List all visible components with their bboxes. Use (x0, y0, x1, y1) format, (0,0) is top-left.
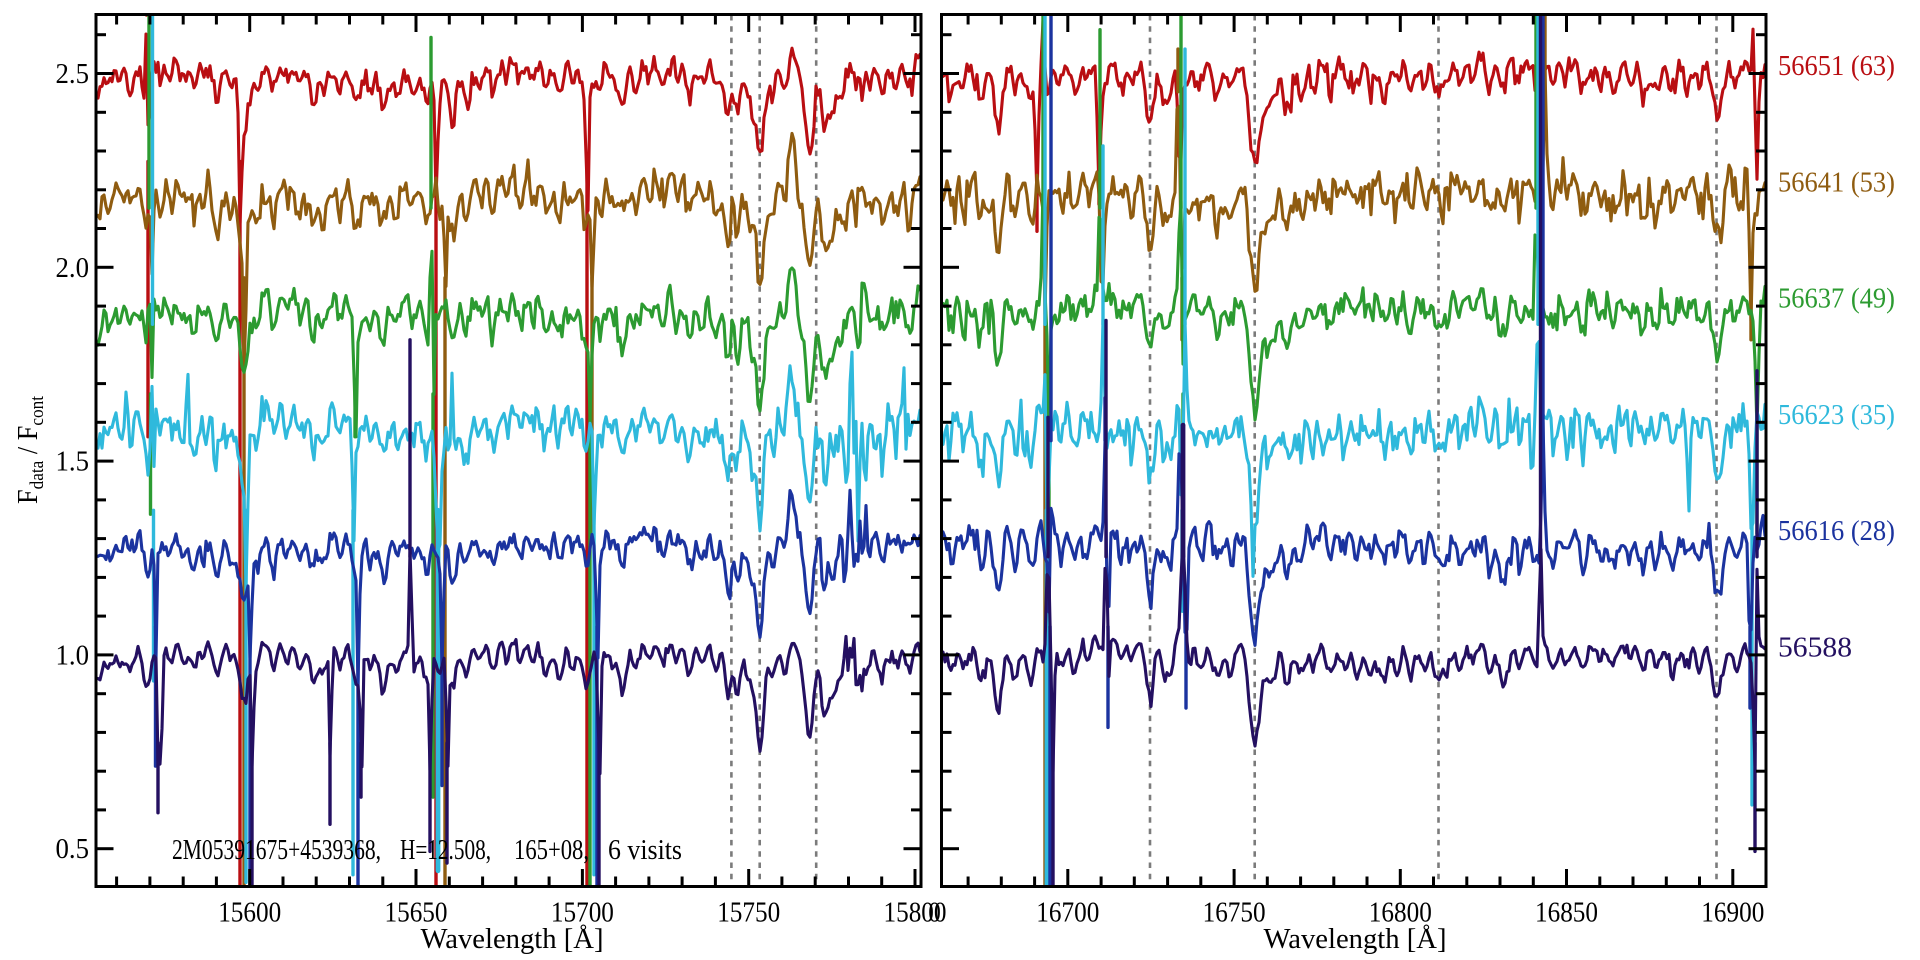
svg-text:56637 (49): 56637 (49) (1778, 283, 1895, 315)
svg-text:15800: 15800 (884, 898, 947, 929)
svg-text:2.0: 2.0 (56, 253, 90, 284)
svg-text:56623 (35): 56623 (35) (1778, 399, 1895, 431)
svg-text:56641 (53): 56641 (53) (1778, 166, 1895, 198)
svg-text:1.5: 1.5 (56, 447, 90, 478)
svg-text:15650: 15650 (385, 898, 448, 929)
svg-text:15600: 15600 (218, 898, 281, 929)
svg-text:1.0: 1.0 (56, 640, 90, 671)
svg-text:165+08,: 165+08, (514, 835, 589, 866)
svg-text:Wavelength [Å]: Wavelength [Å] (1264, 924, 1447, 955)
svg-text:6 visits: 6 visits (608, 835, 682, 866)
svg-text:15750: 15750 (717, 898, 780, 929)
svg-text:16750: 16750 (1203, 898, 1266, 929)
svg-text:0.5: 0.5 (56, 834, 90, 865)
svg-text:Fdata / Fcont: Fdata / Fcont (12, 395, 48, 504)
svg-text:16700: 16700 (1036, 898, 1099, 929)
svg-text:2M05391675+4539368,: 2M05391675+4539368, (172, 835, 381, 866)
svg-text:0: 0 (928, 898, 941, 929)
svg-text:16850: 16850 (1535, 898, 1598, 929)
svg-text:Wavelength [Å]: Wavelength [Å] (421, 924, 604, 955)
svg-text:15700: 15700 (551, 898, 614, 929)
svg-text:56616 (28): 56616 (28) (1778, 515, 1895, 547)
svg-text:56588: 56588 (1778, 631, 1852, 663)
svg-text:16900: 16900 (1701, 898, 1764, 929)
svg-text:2.5: 2.5 (56, 59, 90, 90)
svg-text:H=12.508,: H=12.508, (400, 835, 491, 866)
svg-text:56651 (63): 56651 (63) (1778, 50, 1895, 82)
svg-text:16800: 16800 (1369, 898, 1432, 929)
